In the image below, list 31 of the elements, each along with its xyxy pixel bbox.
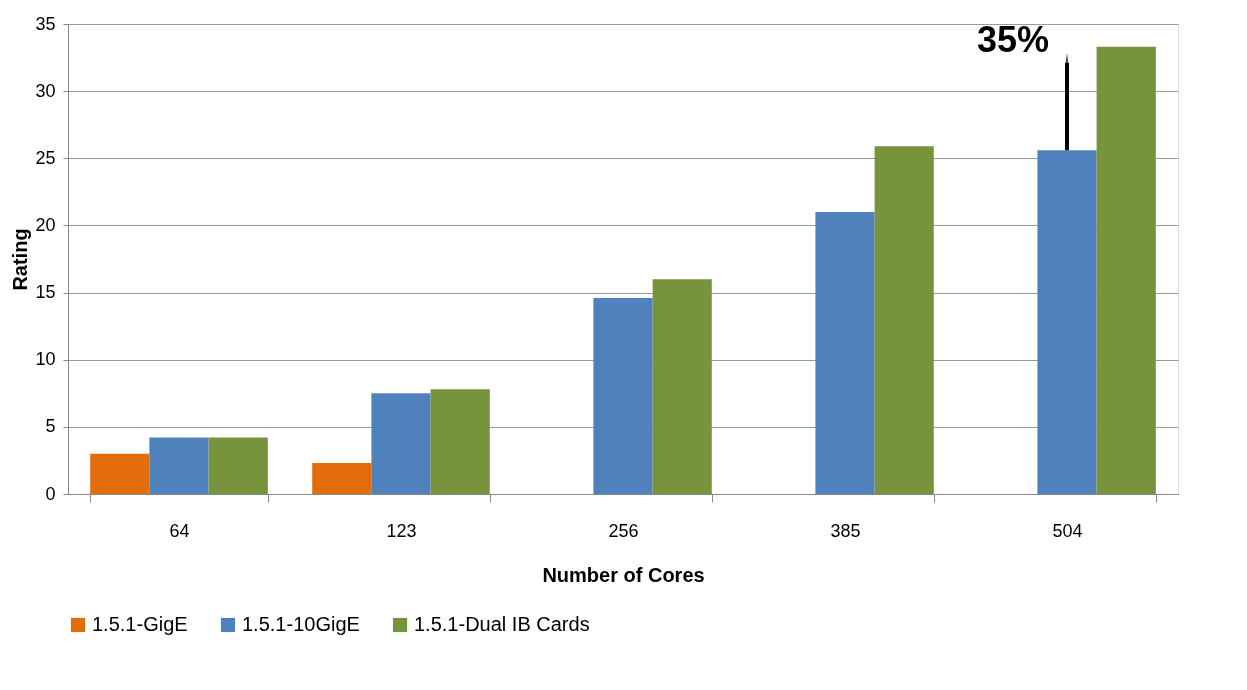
x-tick-label: 64 <box>169 520 190 541</box>
x-tick-label: 256 <box>608 520 639 541</box>
y-tick-label: 0 <box>45 483 56 504</box>
bar <box>1037 150 1097 494</box>
y-tick-label: 10 <box>35 349 56 370</box>
bar <box>208 437 268 494</box>
annotation: 35% <box>976 18 1049 60</box>
legend-label: 1.5.1-GigE <box>92 613 188 635</box>
y-tick-label: 35 <box>35 13 56 34</box>
bar <box>312 463 372 494</box>
bar <box>371 393 431 494</box>
legend-label: 1.5.1-10GigE <box>242 613 360 635</box>
bar <box>149 437 209 494</box>
y-tick-label: 5 <box>45 416 56 437</box>
x-tick-label: 385 <box>830 520 861 541</box>
x-tick-label: 504 <box>1052 520 1083 541</box>
bar <box>430 389 490 494</box>
y-tick-label: 25 <box>35 147 56 168</box>
bar <box>652 279 712 494</box>
y-tick-label: 15 <box>35 282 56 303</box>
bar <box>90 453 150 494</box>
legend-label: 1.5.1-Dual IB Cards <box>414 613 590 635</box>
x-axis-title: Number of Cores <box>542 563 705 586</box>
bar <box>1096 46 1156 494</box>
y-tick-label: 30 <box>35 80 56 101</box>
y-axis-title: Rating <box>9 228 32 291</box>
bar <box>815 212 875 494</box>
x-tick-label: 123 <box>386 520 417 541</box>
bar <box>593 297 653 494</box>
bar <box>874 146 934 494</box>
y-tick-label: 20 <box>35 214 56 235</box>
